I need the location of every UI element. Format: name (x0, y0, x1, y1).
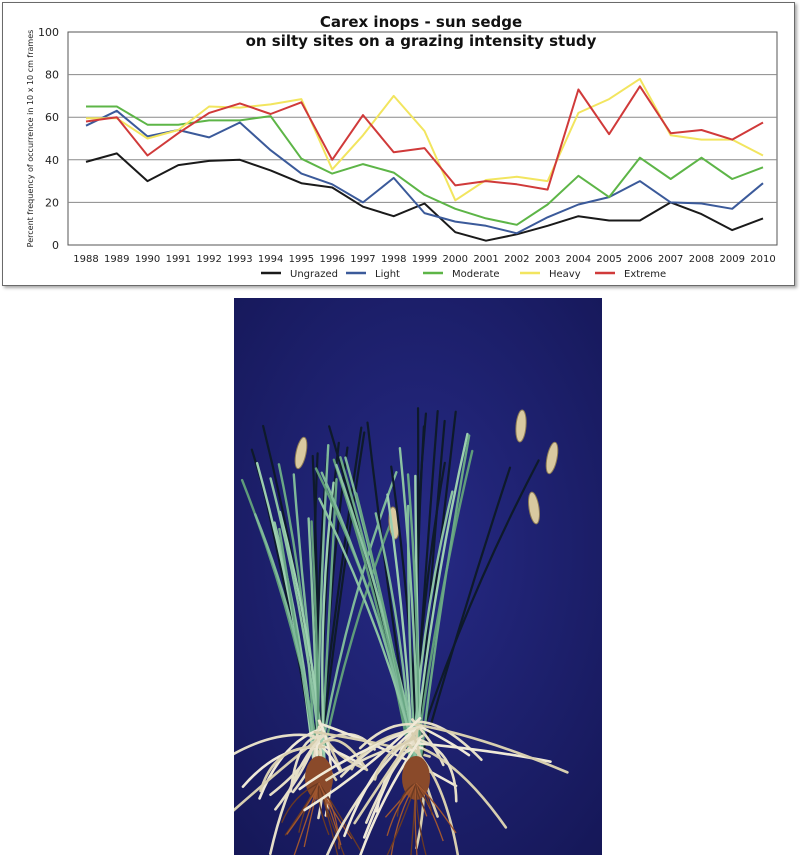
x-tick-label: 2009 (720, 254, 745, 265)
x-tick-label: 1996 (319, 254, 344, 265)
root (318, 782, 353, 840)
legend-label: Moderate (452, 269, 500, 280)
root (317, 782, 330, 836)
x-tick-label: 2008 (689, 254, 714, 265)
x-tick-label: 1998 (381, 254, 406, 265)
series-line-ungrazed (85, 152, 764, 242)
plot-area-border (67, 31, 778, 246)
root (415, 782, 457, 834)
dry-leaf (339, 725, 423, 778)
x-tick-label: 1997 (350, 254, 375, 265)
root (293, 782, 320, 855)
legend-item-extreme: Extreme (595, 269, 666, 280)
chart-title-line: Carex inops - sun sedge (320, 13, 522, 31)
x-tick-label: 1991 (166, 254, 191, 265)
root (414, 782, 418, 855)
dry-leaf (318, 738, 369, 772)
sedge-plants-illustration (234, 298, 602, 855)
x-tick-label: 2000 (443, 254, 468, 265)
grid (67, 31, 778, 246)
series-line-moderate (86, 105, 764, 226)
x-tick-label: 2003 (535, 254, 560, 265)
y-tick-label: 0 (52, 239, 59, 252)
sedge-photo (234, 298, 602, 855)
x-tick-label: 2001 (473, 254, 498, 265)
dry-leaf (269, 734, 325, 855)
root (386, 782, 417, 855)
y-tick-label: 100 (38, 26, 59, 39)
y-tick-label: 80 (45, 69, 59, 82)
x-tick-label: 2002 (504, 254, 529, 265)
root (318, 782, 339, 855)
root (415, 782, 425, 809)
x-tick-label: 2007 (658, 254, 683, 265)
x-tick-label: 1995 (289, 254, 314, 265)
root (281, 782, 320, 823)
x-tick-label: 1993 (227, 254, 252, 265)
root (396, 782, 417, 817)
leaf (417, 466, 512, 770)
chart-panel: Carex inops - sun sedge on silty sites on… (2, 2, 795, 286)
x-tick-label: 1989 (104, 254, 129, 265)
x-tick-label: 1999 (412, 254, 437, 265)
sedge-plant-right (298, 407, 569, 855)
seed-spike (515, 409, 527, 443)
legend-label: Extreme (624, 269, 666, 280)
x-axis-ticks: 1988 1989 1990 1991 1992 1993 1994 1995 1996 1997… (73, 254, 775, 265)
dry-leaf (234, 733, 325, 812)
x-tick-label: 1988 (73, 254, 98, 265)
legend-item-light: Light (346, 269, 400, 280)
leaf (332, 458, 413, 770)
y-axis-label: Percent frequency of occurrence in 10 x … (26, 30, 35, 248)
seed-spike (528, 491, 540, 525)
seed-spike (294, 436, 308, 470)
x-tick-label: 1994 (258, 254, 283, 265)
root (386, 782, 417, 837)
series-line-heavy (86, 77, 764, 202)
y-axis-ticks: 0 20 40 60 80 100 (38, 26, 59, 252)
legend: Ungrazed Light Moderate Heavy Extreme (261, 269, 666, 280)
series-line-extreme (85, 85, 764, 191)
dry-leaf (373, 736, 418, 781)
legend-label: Heavy (549, 269, 581, 280)
legend-label: Ungrazed (290, 269, 338, 280)
legend-label: Light (375, 269, 400, 280)
x-tick-label: 2006 (627, 254, 652, 265)
series-lines (85, 77, 764, 242)
y-tick-label: 60 (45, 111, 59, 124)
x-tick-label: 1992 (196, 254, 221, 265)
legend-item-heavy: Heavy (520, 269, 581, 280)
dry-leaf (418, 725, 471, 757)
root (318, 782, 362, 851)
legend-item-moderate: Moderate (423, 269, 500, 280)
sedge-plant-left (234, 424, 458, 855)
y-tick-label: 40 (45, 154, 59, 167)
x-tick-label: 1990 (135, 254, 160, 265)
dry-leaf (411, 722, 569, 774)
chart-title-line: on silty sites on a grazing intensity st… (246, 32, 597, 50)
root (286, 782, 320, 835)
y-axis-label-text: Percent frequency of occurrence in 10 x … (26, 30, 35, 248)
series-line-light (85, 109, 764, 235)
x-tick-label: 2004 (566, 254, 591, 265)
x-tick-label: 2010 (750, 254, 775, 265)
legend-item-ungrazed: Ungrazed (261, 269, 338, 280)
root-crown (305, 756, 333, 800)
leaf (418, 434, 471, 770)
leaf (317, 471, 398, 770)
y-tick-label: 20 (45, 196, 59, 209)
dry-leaf (407, 743, 460, 855)
x-tick-label: 2005 (596, 254, 621, 265)
seed-spike (545, 441, 559, 475)
dry-leaf (234, 733, 315, 756)
dry-leaf (359, 738, 422, 855)
